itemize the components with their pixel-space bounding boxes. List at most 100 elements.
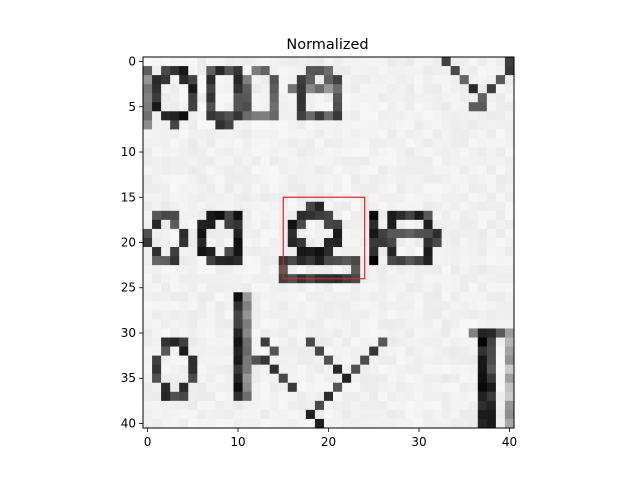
image-pixel [287, 382, 298, 393]
image-pixel [477, 382, 488, 393]
image-pixel [260, 400, 271, 411]
image-pixel [468, 183, 479, 194]
y-tick-label: 25 [121, 281, 136, 295]
image-pixel [314, 93, 325, 103]
image-pixel [242, 256, 252, 266]
image-pixel [504, 301, 515, 311]
image-pixel [378, 210, 388, 221]
image-pixel [314, 364, 325, 375]
image-pixel [188, 310, 198, 320]
image-pixel [323, 346, 334, 357]
image-pixel [504, 247, 515, 257]
image-pixel [351, 400, 361, 411]
image-pixel [206, 346, 216, 357]
image-pixel [287, 409, 298, 420]
image-pixel [432, 337, 443, 347]
image-pixel [278, 391, 289, 402]
image-pixel [459, 274, 470, 284]
image-pixel [333, 147, 343, 157]
image-pixel [405, 319, 415, 329]
image-pixel [351, 237, 361, 248]
image-pixel [305, 310, 316, 320]
image-pixel [504, 156, 515, 166]
image-pixel [170, 210, 180, 221]
image-pixel [206, 129, 216, 139]
image-pixel [405, 228, 415, 239]
image-pixel [161, 310, 171, 320]
image-pixel [251, 391, 262, 402]
chart-title: Normalized [286, 37, 368, 53]
image-pixel [477, 418, 488, 429]
image-pixel [170, 400, 180, 411]
image-pixel [432, 391, 443, 402]
image-pixel [188, 256, 198, 266]
image-pixel [378, 183, 388, 194]
image-pixel [468, 93, 479, 103]
image-pixel [314, 201, 325, 212]
image-pixel [152, 57, 162, 67]
image-pixel [251, 165, 262, 176]
image-pixel [333, 93, 343, 103]
image-pixel [161, 274, 171, 284]
image-pixel [342, 102, 352, 112]
image-pixel [143, 382, 153, 393]
image-pixel [486, 256, 497, 266]
image-pixel [278, 418, 289, 429]
image-pixel [441, 274, 452, 284]
image-pixel [224, 165, 234, 176]
image-pixel [188, 66, 198, 76]
image-pixel [459, 75, 470, 85]
image-pixel [323, 382, 334, 393]
image-pixel [504, 355, 515, 366]
image-pixel [269, 66, 280, 76]
image-pixel [423, 219, 433, 230]
image-pixel [323, 66, 334, 76]
image-pixel [296, 400, 307, 411]
image-pixel [477, 256, 488, 266]
image-pixel [486, 165, 497, 176]
image-pixel [269, 183, 280, 194]
image-pixel [233, 418, 243, 429]
image-pixel [296, 409, 307, 420]
image-pixel [414, 111, 424, 121]
image-pixel [333, 283, 343, 293]
image-pixel [206, 274, 216, 284]
image-pixel [179, 310, 189, 320]
image-pixel [143, 192, 153, 203]
image-pixel [351, 265, 361, 275]
image-pixel [486, 364, 497, 375]
image-pixel [396, 192, 406, 203]
image-pixel [468, 165, 479, 176]
image-pixel [233, 283, 243, 293]
image-pixel [450, 165, 461, 176]
image-pixel [278, 301, 289, 311]
image-pixel [278, 364, 289, 375]
image-pixel [360, 66, 370, 76]
image-pixel [287, 328, 298, 338]
image-pixel [224, 228, 234, 239]
image-pixel [441, 346, 452, 357]
image-pixel [269, 201, 280, 212]
image-pixel [188, 265, 198, 275]
image-pixel [477, 174, 488, 185]
image-pixel [251, 346, 262, 357]
image-pixel [215, 265, 225, 275]
image-pixel [342, 373, 352, 384]
image-pixel [269, 228, 280, 239]
image-pixel [179, 292, 189, 302]
image-pixel [351, 310, 361, 320]
image-pixel [432, 355, 443, 366]
image-pixel [197, 418, 207, 429]
image-pixel [143, 210, 153, 221]
image-pixel [351, 75, 361, 85]
image-pixel [468, 400, 479, 411]
image-pixel [405, 75, 415, 85]
image-pixel [323, 156, 334, 166]
image-pixel [260, 418, 271, 429]
image-pixel [351, 292, 361, 302]
image-pixel [206, 192, 216, 203]
image-pixel [287, 165, 298, 176]
image-pixel [342, 129, 352, 139]
image-pixel [459, 256, 470, 266]
image-pixel [278, 165, 289, 176]
